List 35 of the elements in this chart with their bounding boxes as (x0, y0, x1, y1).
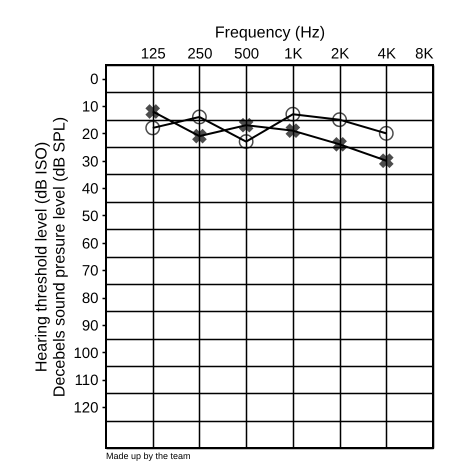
x-axis-title: Frequency (Hz) (214, 24, 326, 42)
point (145, 104, 160, 119)
x-tick-label: 8K (415, 46, 434, 62)
y-tick-label: 40 (82, 180, 98, 198)
point (238, 118, 254, 133)
x-tick-label: 2K (330, 46, 350, 62)
y-tick-label: 20 (82, 126, 98, 143)
y-tick-label: 80 (82, 290, 98, 308)
text: Made up by the team (106, 451, 191, 461)
point (332, 136, 347, 152)
point (286, 123, 300, 138)
y-tick-label: 30 (82, 153, 98, 170)
y-tick-label: 90 (82, 317, 98, 334)
x-tick-label: 250 (187, 46, 212, 62)
y-axis-title: Hearing threshold level (dB ISO) Decebels sound presure level (dB SPL) (33, 116, 68, 398)
point (145, 120, 160, 136)
x-tick-label: 1K (284, 46, 303, 62)
y-tick-label: 60 (82, 235, 98, 252)
point (285, 106, 300, 122)
point (332, 112, 348, 128)
y-tick-label: 110 (74, 372, 98, 390)
y-tick-label: 120 (73, 399, 98, 416)
point (192, 128, 207, 144)
x-tick-label: 500 (234, 46, 260, 62)
point (238, 134, 254, 150)
y-tick-label: 70 (82, 262, 98, 280)
point (192, 110, 207, 124)
y-tick-label: 0 (90, 71, 98, 88)
y-tick-label: 50 (82, 208, 98, 225)
x-tick-label: 125 (140, 46, 166, 62)
y-tick-label: 100 (73, 344, 98, 362)
point (378, 126, 394, 141)
y-tick-label: 10 (82, 98, 98, 116)
x-tick-label: 4K (378, 46, 396, 62)
point (378, 153, 394, 168)
